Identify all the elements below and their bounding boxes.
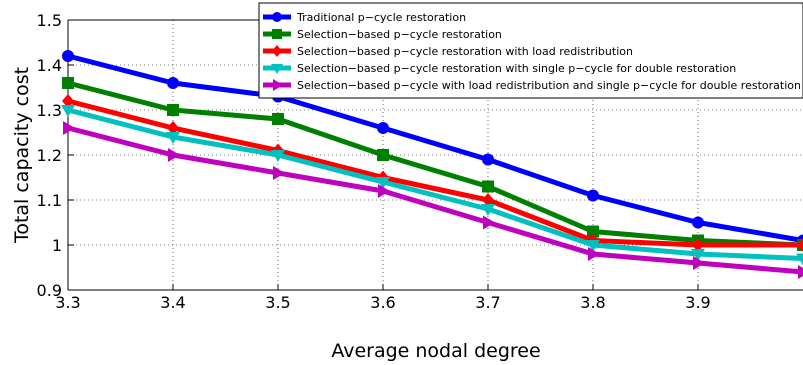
x-tick-label: 3.4 [160, 293, 185, 312]
data-point [272, 113, 284, 125]
y-tick-label: 1.4 [37, 56, 62, 75]
data-point [693, 256, 705, 270]
x-axis-label: Average nodal degree [331, 340, 540, 362]
data-point [62, 77, 74, 89]
series-1 [62, 50, 803, 247]
data-point [377, 122, 389, 134]
data-point [483, 215, 495, 230]
y-tick-label: 1.3 [37, 101, 62, 120]
legend-label: Selection−based p−cycle restoration [297, 28, 502, 41]
data-point [167, 121, 179, 135]
legend-entry: Selection−based p−cycle restoration with… [263, 62, 736, 75]
y-tick-label: 1 [52, 236, 62, 255]
series-5 [63, 121, 803, 279]
x-tick-label: 3.6 [370, 293, 395, 312]
y-tick-label: 0.9 [37, 281, 62, 300]
legend-label: Selection−based p−cycle with load redist… [297, 79, 801, 92]
data-point [166, 132, 180, 144]
legend-swatch-marker [272, 29, 282, 39]
data-point [798, 265, 803, 279]
legend-entry: Traditional p−cycle restoration [263, 11, 466, 24]
series-group [61, 50, 803, 279]
x-tick-label: 3.7 [475, 293, 500, 312]
data-point [63, 121, 75, 135]
legend-swatch-marker [272, 12, 282, 22]
legend-label: Traditional p−cycle restoration [296, 11, 466, 24]
legend-entry: Selection−based p−cycle with load redist… [263, 79, 801, 92]
data-point [377, 149, 389, 161]
data-point [378, 184, 390, 198]
series-4 [61, 105, 803, 266]
series-line [67, 53, 803, 243]
data-point [587, 225, 599, 238]
series-line [67, 107, 803, 261]
data-point [167, 77, 179, 89]
data-point [167, 104, 179, 116]
data-point [692, 216, 704, 229]
data-point [271, 150, 285, 162]
data-point [61, 105, 75, 117]
legend-swatch-marker [271, 64, 283, 74]
data-point [482, 153, 494, 166]
tick-labels: 3.3 3.4 3.5 3.6 3.7 3.8 3.9 0.9 1 1.1 1.2 1.3 1.4 1.5 [37, 11, 711, 312]
legend-entry: Selection−based p−cycle restoration [263, 28, 502, 41]
x-tick-label: 3.8 [580, 293, 605, 312]
data-point [691, 249, 705, 261]
data-point [481, 204, 495, 216]
y-tick-label: 1.5 [37, 11, 62, 30]
data-point [587, 189, 599, 202]
series-line [67, 98, 803, 248]
legend-label: Selection−based p−cycle restoration with… [297, 45, 633, 58]
legend-label: Selection−based p−cycle restoration with… [297, 62, 736, 75]
data-point [588, 247, 600, 261]
data-point [376, 177, 390, 189]
data-point [168, 148, 180, 162]
legend-entry: Selection−based p−cycle restoration with… [263, 45, 633, 58]
data-point [62, 94, 74, 108]
y-tick-label: 1.1 [37, 191, 62, 210]
data-point [482, 180, 494, 193]
legend-swatch-marker [273, 79, 283, 91]
legend-box [258, 2, 803, 99]
data-point [273, 166, 285, 180]
data-point [482, 193, 494, 207]
legend: Traditional p−cycle restoration Selection… [258, 2, 803, 99]
data-point [797, 238, 803, 252]
data-point [62, 50, 74, 62]
legend-swatch-marker [272, 45, 282, 57]
x-tick-label: 3.9 [685, 293, 710, 312]
data-point [796, 253, 803, 266]
data-point [586, 240, 600, 252]
y-axis-label: Total capacity cost [11, 67, 33, 244]
x-tick-label: 3.3 [55, 293, 80, 312]
series-line [67, 80, 803, 248]
series-line [67, 125, 803, 275]
data-point [692, 238, 704, 252]
y-tick-label: 1.2 [37, 146, 62, 165]
x-tick-label: 3.5 [265, 293, 290, 312]
